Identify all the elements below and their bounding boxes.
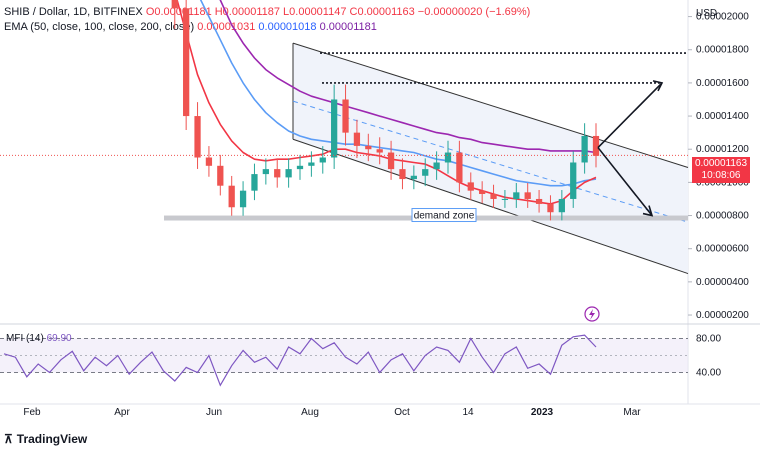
- ohlc-values: O0.00001181 H0.00001187 L0.00001147 C0.0…: [145, 6, 531, 18]
- candle-body: [274, 169, 281, 178]
- mfi-line: [3, 334, 597, 387]
- x-tick-label: 2023: [531, 407, 554, 418]
- ema200-line: [219, 0, 597, 154]
- y-tick-label: 0.00001800: [696, 45, 749, 56]
- candle-body: [331, 99, 338, 158]
- ema100-value: 0.00001018: [258, 21, 317, 33]
- candle-body: [342, 99, 349, 133]
- candle-body: [171, 0, 178, 9]
- y-tick-label: 0.00001400: [696, 111, 749, 122]
- candle-body: [296, 165, 304, 170]
- candle-body: [501, 198, 509, 200]
- candle-body: [205, 157, 213, 166]
- candle-body: [513, 192, 520, 199]
- candle-body: [217, 165, 224, 186]
- ema100-line: [199, 0, 597, 187]
- candle-body: [570, 162, 577, 199]
- demand-zone-label-box: [411, 208, 477, 223]
- candle-body: [285, 169, 292, 178]
- current-price: 0.00001163: [694, 158, 748, 169]
- candle-body: [422, 169, 429, 176]
- y-tick-label: 0.00000400: [696, 277, 749, 288]
- y-tick-label: 0.00002000: [696, 12, 749, 23]
- y-tick-label: 0.00000200: [696, 310, 749, 321]
- lightning-glyph: [589, 309, 595, 320]
- candle-body: [319, 157, 326, 163]
- bullish-arrow: [597, 82, 663, 149]
- candle-body: [524, 192, 531, 199]
- channel-upper-line: [292, 42, 689, 168]
- tradingview-logo[interactable]: ⊼ TradingView: [4, 432, 87, 446]
- candle-body: [239, 190, 247, 208]
- candle-body: [194, 116, 201, 158]
- channel-lower-line: [292, 138, 689, 275]
- chart-header: SHIB / Dollar, 1D, BITFINEX O0.00001181 …: [4, 6, 530, 18]
- candle-body: [558, 198, 565, 213]
- candle-body: [444, 152, 452, 163]
- candle-body: [467, 182, 474, 191]
- mfi-legend: MFI (14) 69.90: [6, 333, 72, 344]
- symbol-label[interactable]: SHIB / Dollar, 1D, BITFINEX: [4, 6, 143, 18]
- candle-body: [353, 132, 361, 146]
- x-tick-label: Jun: [206, 407, 222, 418]
- demand-zone-label: demand zone: [414, 211, 475, 222]
- candle-body: [581, 135, 588, 163]
- x-tick-label: Feb: [23, 407, 41, 418]
- candle-body: [183, 8, 190, 117]
- mfi-label[interactable]: MFI (14): [6, 333, 44, 344]
- tradingview-icon: ⊼: [4, 432, 13, 446]
- x-tick-label: Apr: [114, 407, 130, 418]
- candle-body: [399, 169, 406, 180]
- y-tick-label: 0.00001600: [696, 78, 749, 89]
- candle-body: [456, 152, 463, 183]
- bearish-arrowhead: [642, 205, 654, 217]
- bullish-arrowhead: [652, 80, 664, 92]
- candle-body: [365, 145, 372, 150]
- x-tick-label: Mar: [623, 407, 641, 418]
- candle-body: [433, 162, 440, 170]
- channel-mid-dashed: [292, 100, 689, 223]
- ema-label[interactable]: EMA (50, close, 100, close, 200, close): [4, 21, 195, 33]
- candle-body: [262, 169, 269, 175]
- x-tick-label: Aug: [301, 407, 319, 418]
- candle-body: [479, 190, 486, 194]
- candle-body: [490, 193, 497, 199]
- candle-body: [410, 175, 417, 180]
- candle-body: [228, 185, 235, 208]
- countdown-timer: 10:08:06: [701, 170, 741, 181]
- candle-body: [308, 162, 315, 166]
- ema200-value: 0.00001181: [319, 21, 377, 33]
- x-tick-label: 14: [462, 407, 474, 418]
- candle-body: [251, 174, 258, 191]
- currency-label: USD: [696, 8, 718, 19]
- y-tick-label: 0.00001200: [696, 144, 749, 155]
- candle-body: [592, 135, 600, 156]
- mfi-value: 69.90: [46, 333, 72, 344]
- candle-body: [387, 152, 395, 170]
- candle-body: [547, 203, 554, 213]
- y-tick-label: 0.00000800: [696, 211, 749, 222]
- channel-fill: [293, 43, 688, 274]
- current-price-tag: 0.00001163 10:08:06: [692, 157, 750, 183]
- y-tick-label: 0.00000600: [696, 244, 749, 255]
- candle-body: [535, 198, 543, 204]
- candle-body: [376, 149, 383, 153]
- bearish-arrow: [597, 147, 653, 217]
- x-tick-label: Oct: [394, 407, 410, 418]
- series-group: [171, 0, 600, 221]
- mfi-tick-label: 80.00: [696, 334, 721, 345]
- brand-name: TradingView: [16, 432, 88, 446]
- mfi-tick-label: 40.00: [696, 368, 721, 379]
